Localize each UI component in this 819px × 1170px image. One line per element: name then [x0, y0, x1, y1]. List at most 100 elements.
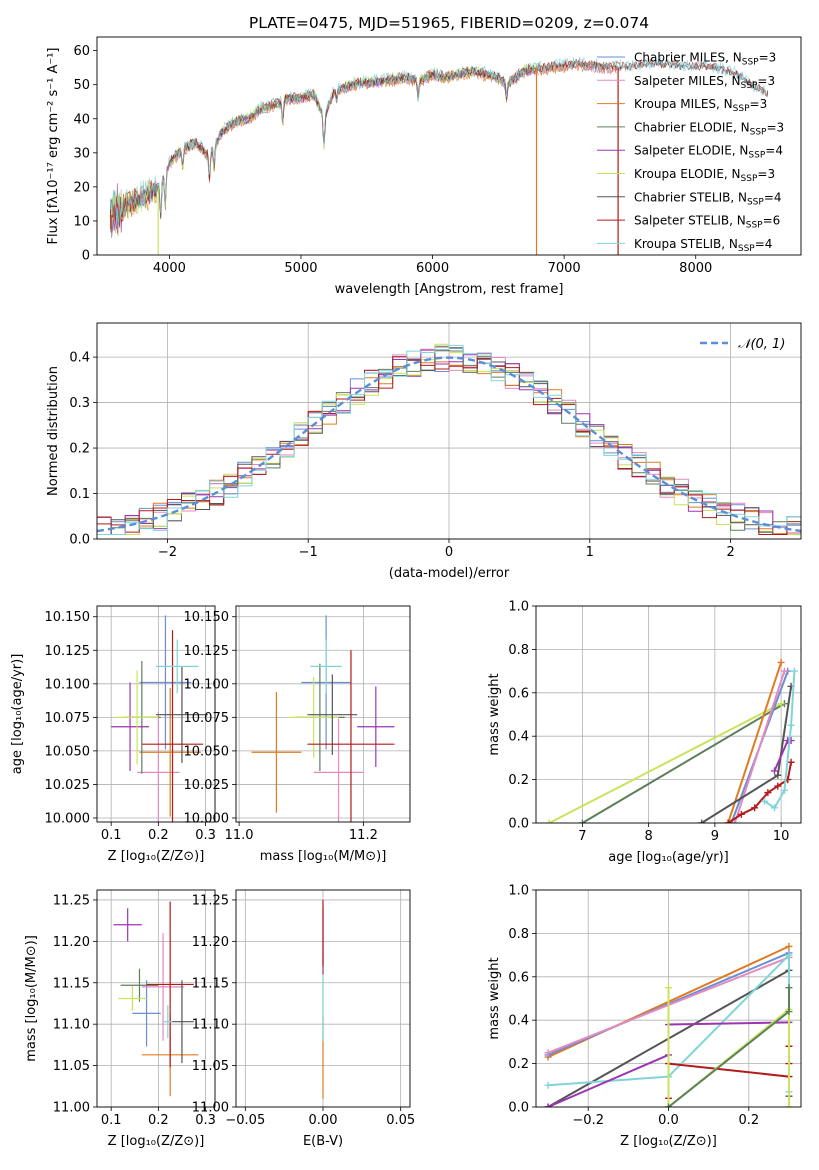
- plot-area: [545, 658, 798, 823]
- legend-item: Salpeter STELIB, NSSP=6: [597, 214, 780, 231]
- series-kroupa-stelib: [761, 667, 798, 812]
- series-marker: [771, 767, 778, 775]
- series-line: [548, 702, 782, 823]
- y-tick-label: 0.6: [508, 686, 529, 701]
- y-tick-label: 10.075: [184, 711, 230, 726]
- legend: Chabrier MILES, NSSP=3 Salpeter MILES, NS…: [597, 51, 784, 254]
- series-marker: [764, 789, 772, 797]
- legend-label: Salpeter STELIB, NSSP=6: [634, 214, 780, 231]
- series-kroupa-elodie: [665, 984, 793, 1107]
- y-tick-label: 0.8: [508, 643, 529, 658]
- plot-area: [111, 615, 208, 822]
- series-marker: [774, 771, 782, 779]
- y-tick-label: 11.00: [53, 1101, 90, 1116]
- y-axis-label: mass weight: [487, 673, 502, 755]
- errorbar-point-kroupa-stelib: [156, 639, 199, 694]
- y-tick-label: 60: [73, 44, 90, 59]
- x-axis-label: (data-model)/error: [389, 566, 510, 581]
- x-axis-label: Z [log₁₀(Z/Z⊙)]: [108, 1134, 205, 1149]
- axes-frame: [96, 889, 216, 1108]
- y-tick-label: 10.025: [184, 778, 230, 793]
- series-marker: [544, 1049, 552, 1057]
- series-marker: [785, 984, 793, 992]
- y-tick-label: 0: [82, 249, 90, 264]
- x-tick-label: −0.2: [572, 1113, 604, 1128]
- y-tick-label: 11.20: [53, 935, 90, 950]
- y-tick-label: 10.150: [45, 610, 91, 625]
- chart-age_vs_mass: 11.0 11.2 10.000 10.025 10.050 10.075 10.100 10…: [184, 605, 411, 864]
- series-marker: [544, 1081, 552, 1089]
- x-tick-label: −2: [158, 545, 177, 560]
- y-tick-label: 10.125: [184, 644, 230, 659]
- x-tick-label: 0.3: [195, 1113, 216, 1128]
- series-salpeter-stelib: [724, 758, 795, 823]
- y-tick-label: 30: [73, 146, 90, 161]
- x-tick-label: −0.05: [225, 1113, 265, 1128]
- series-marker: [785, 1008, 793, 1016]
- errorbar-point-kroupa-miles: [139, 687, 201, 817]
- series-marker: [665, 1103, 672, 1107]
- axes-frame: [235, 605, 411, 823]
- x-tick-label: 0.00: [309, 1113, 338, 1128]
- legend-label: Chabrier STELIB, NSSP=4: [634, 190, 782, 207]
- series-line: [581, 702, 785, 823]
- errorbar-point-kroupa-elodie: [115, 670, 159, 765]
- normal-curve: [97, 356, 801, 533]
- axes-frame: [96, 36, 802, 256]
- chart-residuals: −2 −1 0 1 2 0.0 0.1 0.2 0.3 0.4 (data-model)/error…: [46, 322, 802, 581]
- y-tick-label: 0.4: [508, 1014, 529, 1029]
- axes-frame: [535, 889, 802, 1108]
- chart-title: PLATE=0475, MJD=51965, FIBERID=0209, z=0…: [249, 14, 649, 32]
- y-tick-label: 10.050: [45, 744, 91, 759]
- series-marker: [790, 667, 798, 675]
- spectrum-line-kroupa-stelib: [109, 56, 769, 227]
- errorbar-point-chabrier-stelib: [156, 666, 208, 763]
- errorbar-point-salpeter-elodie: [113, 908, 142, 942]
- legend-label: Kroupa MILES, NSSP=3: [634, 97, 767, 114]
- series-marker: [545, 819, 553, 823]
- legend-item: Salpeter ELODIE, NSSP=4: [597, 144, 783, 161]
- y-tick-label: 10.000: [184, 811, 230, 826]
- y-tick-label: 11.15: [192, 976, 229, 991]
- series-marker: [777, 658, 785, 666]
- legend-item: Chabrier MILES, NSSP=3: [597, 51, 776, 68]
- series-marker: [731, 819, 739, 823]
- y-tick-label: 0.2: [69, 442, 90, 457]
- y-tick-label: 0.3: [69, 396, 90, 411]
- legend-label: 𝒩(0, 1): [738, 337, 785, 352]
- x-tick-label: 0: [445, 545, 453, 560]
- axes-frame: [96, 605, 216, 823]
- errorbar-point-chabrier-miles: [132, 980, 161, 1047]
- errorbar-point-kroupa-miles: [251, 691, 302, 813]
- y-tick-label: 20: [73, 180, 90, 195]
- y-tick-label: 11.10: [192, 1018, 229, 1033]
- y-tick-label: 0.0: [69, 533, 90, 548]
- y-tick-label: 0.4: [508, 730, 529, 745]
- errorbar-point-salpeter-miles: [141, 933, 185, 1041]
- y-axis-label: Flux [fλ10⁻¹⁷ erg cm⁻² s⁻¹ A⁻¹]: [46, 48, 61, 245]
- errorbar-point-kroupa-elodie: [118, 986, 147, 1011]
- legend-item: Kroupa STELIB, NSSP=4: [597, 237, 772, 254]
- x-tick-label: 6000: [416, 261, 449, 276]
- series-marker: [780, 667, 788, 675]
- y-axis-label: age [log₁₀(age/yr)]: [10, 654, 25, 775]
- x-tick-label: −1: [299, 545, 318, 560]
- chart-spectrum: 4000 5000 6000 7000 8000 0 10 20 30 40 50 60 wavelen…: [46, 14, 802, 297]
- chart-mass_vs_ebv: −0.05 0.00 0.05 11.00 11.05 11.10 11.15 11.20 11…: [192, 889, 415, 1149]
- chart-mass_vs_Z: 0.1 0.2 0.3 11.00 11.05 11.10 11.15 11.20 11.25 Z…: [24, 889, 216, 1149]
- y-tick-label: 11.10: [53, 1018, 90, 1033]
- x-tick-label: 2: [726, 545, 734, 560]
- y-tick-label: 11.25: [53, 893, 90, 908]
- x-tick-label: 8: [644, 829, 652, 844]
- series-marker: [737, 810, 745, 818]
- y-tick-label: 10.100: [45, 677, 91, 692]
- errorbar-point-kroupa-stelib: [310, 639, 342, 694]
- y-tick-label: 11.15: [53, 976, 90, 991]
- y-tick-label: 0.4: [69, 351, 90, 366]
- legend-label: Kroupa STELIB, NSSP=4: [634, 237, 772, 254]
- plot-area: [97, 343, 801, 535]
- series-marker: [787, 721, 795, 729]
- legend-item: Chabrier ELODIE, NSSP=3: [597, 120, 784, 137]
- x-tick-label: 8000: [679, 261, 712, 276]
- axes-frame: [235, 889, 411, 1108]
